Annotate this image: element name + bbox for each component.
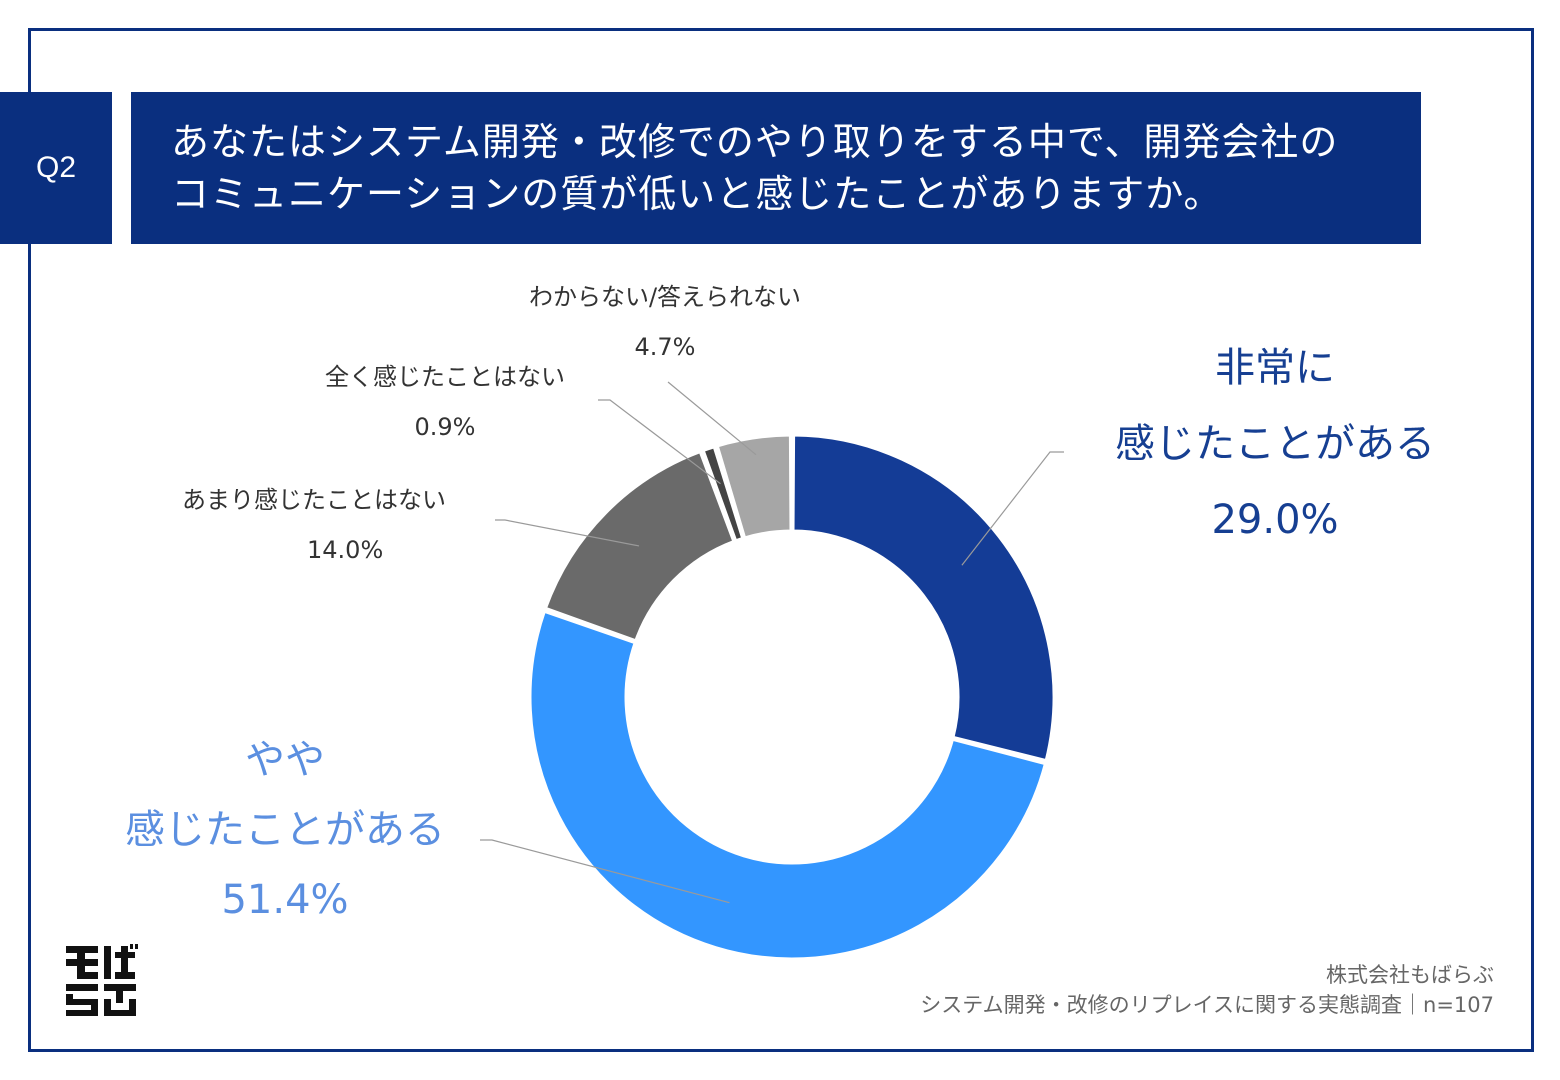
question-title-box: あなたはシステム開発・改修でのやり取りをする中で、開発会社の コミュニケーション… bbox=[131, 92, 1421, 244]
leader-somewhat bbox=[480, 839, 730, 904]
slice-rarely bbox=[543, 449, 736, 643]
label-very-often-value: 29.0% bbox=[1211, 497, 1339, 543]
source-company: 株式会社もばらぶ bbox=[1326, 963, 1494, 987]
label-rarely-line-1: あまり感じたことはない bbox=[182, 486, 446, 514]
label-never-value: 0.9% bbox=[414, 413, 476, 441]
label-somewhat-line-2: 感じたことがある bbox=[125, 807, 445, 853]
leader-rarely bbox=[495, 519, 640, 547]
question-line-1: あなたはシステム開発・改修でのやり取りをする中で、開発会社の bbox=[171, 120, 1339, 164]
slice-very-often bbox=[791, 433, 1056, 763]
label-somewhat: やや 感じたことがある 51.4% bbox=[90, 725, 480, 935]
question-number: Q2 bbox=[35, 151, 77, 184]
label-unknown-line-1: わからない/答えられない bbox=[528, 283, 802, 311]
leader-never bbox=[598, 399, 721, 485]
source-survey: システム開発・改修のリプレイスに関する実態調査｜n=107 bbox=[920, 993, 1494, 1017]
slice-never bbox=[701, 444, 745, 543]
slide-frame bbox=[28, 28, 1534, 1052]
label-somewhat-line-1: やや bbox=[245, 737, 325, 783]
label-never-line-1: 全く感じたことはない bbox=[325, 363, 565, 391]
label-somewhat-value: 51.4% bbox=[221, 877, 349, 923]
slice-somewhat bbox=[528, 609, 1048, 961]
question-line-2: コミュニケーションの質が低いと感じたことがありますか。 bbox=[171, 172, 1223, 216]
source-footer: 株式会社もばらぶ システム開発・改修のリプレイスに関する実態調査｜n=107 bbox=[920, 960, 1494, 1020]
leader-unknown bbox=[667, 381, 757, 456]
label-unknown-value: 4.7% bbox=[634, 333, 696, 361]
label-rarely-value: 14.0% bbox=[307, 536, 384, 564]
label-unknown: わからない/答えられない 4.7% bbox=[500, 272, 830, 372]
label-very-often-line-1: 非常に bbox=[1215, 345, 1335, 391]
leader-very-often bbox=[961, 451, 1064, 566]
label-never: 全く感じたことはない 0.9% bbox=[300, 352, 590, 452]
question-number-badge: Q2 bbox=[0, 92, 112, 244]
mobalab-logo bbox=[66, 944, 138, 1016]
label-rarely: あまり感じたことはない 14.0% bbox=[182, 475, 502, 575]
label-very-often: 非常に 感じたことがある 29.0% bbox=[1080, 330, 1470, 558]
label-very-often-line-2: 感じたことがある bbox=[1115, 421, 1435, 467]
